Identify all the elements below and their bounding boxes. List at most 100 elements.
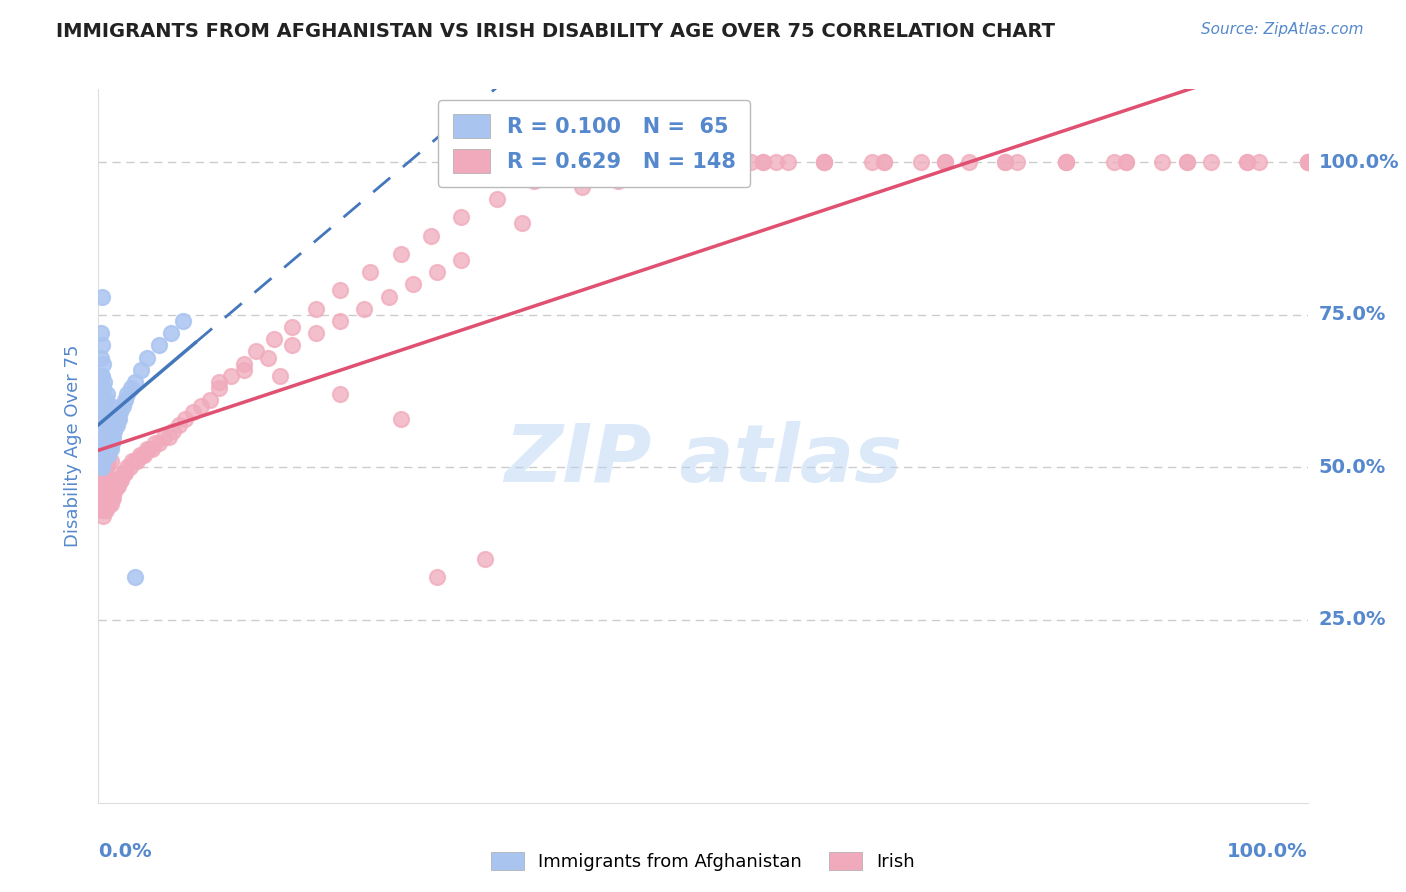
- Point: [420, 228, 443, 243]
- Point: [107, 478, 129, 492]
- Point: [93, 448, 115, 462]
- Point: [704, 155, 727, 169]
- Point: [94, 484, 117, 499]
- Point: [93, 467, 115, 481]
- Text: 100.0%: 100.0%: [1227, 842, 1308, 861]
- Point: [934, 155, 956, 169]
- Point: [90, 387, 112, 401]
- Point: [91, 509, 114, 524]
- Point: [174, 411, 197, 425]
- Point: [135, 442, 157, 456]
- Point: [1236, 155, 1258, 169]
- Point: [96, 478, 118, 492]
- Point: [90, 460, 112, 475]
- Point: [90, 351, 112, 365]
- Point: [1115, 155, 1137, 169]
- Point: [124, 570, 146, 584]
- Point: [124, 454, 146, 468]
- Point: [97, 454, 120, 468]
- Point: [117, 387, 139, 401]
- Point: [873, 155, 896, 169]
- Point: [108, 473, 131, 487]
- Point: [91, 381, 114, 395]
- Point: [1102, 155, 1125, 169]
- Point: [96, 411, 118, 425]
- Point: [90, 424, 112, 438]
- Point: [1054, 155, 1077, 169]
- Text: IMMIGRANTS FROM AFGHANISTAN VS IRISH DISABILITY AGE OVER 75 CORRELATION CHART: IMMIGRANTS FROM AFGHANISTAN VS IRISH DIS…: [56, 22, 1056, 41]
- Point: [100, 436, 122, 450]
- Point: [232, 363, 254, 377]
- Point: [160, 326, 183, 341]
- Point: [112, 467, 135, 481]
- Point: [96, 460, 118, 475]
- Point: [108, 405, 131, 419]
- Point: [450, 252, 472, 267]
- Point: [90, 424, 112, 438]
- Point: [120, 381, 142, 395]
- Point: [111, 400, 134, 414]
- Point: [162, 424, 184, 438]
- Point: [100, 454, 122, 468]
- Point: [668, 155, 690, 169]
- Text: 25.0%: 25.0%: [1319, 610, 1386, 630]
- Point: [103, 424, 125, 438]
- Point: [389, 247, 412, 261]
- Point: [105, 417, 128, 432]
- Point: [91, 484, 114, 499]
- Point: [474, 551, 496, 566]
- Point: [776, 155, 799, 169]
- Point: [131, 448, 153, 462]
- Point: [118, 460, 141, 475]
- Point: [157, 430, 180, 444]
- Point: [101, 430, 124, 444]
- Point: [93, 393, 115, 408]
- Point: [1007, 155, 1029, 169]
- Point: [114, 393, 136, 408]
- Text: 0.0%: 0.0%: [98, 842, 152, 861]
- Point: [1175, 155, 1198, 169]
- Point: [110, 473, 132, 487]
- Point: [100, 442, 122, 456]
- Point: [134, 448, 156, 462]
- Point: [281, 320, 304, 334]
- Point: [94, 430, 117, 444]
- Point: [1249, 155, 1271, 169]
- Point: [1296, 155, 1319, 169]
- Point: [571, 179, 593, 194]
- Point: [100, 497, 122, 511]
- Point: [91, 387, 114, 401]
- Point: [91, 460, 114, 475]
- Point: [121, 454, 143, 468]
- Y-axis label: Disability Age Over 75: Disability Age Over 75: [65, 344, 83, 548]
- Point: [114, 467, 136, 481]
- Point: [450, 211, 472, 225]
- Point: [93, 484, 115, 499]
- Point: [94, 448, 117, 462]
- Point: [91, 289, 114, 303]
- Point: [108, 473, 131, 487]
- Point: [91, 405, 114, 419]
- Point: [957, 155, 980, 169]
- Point: [510, 216, 533, 230]
- Point: [104, 478, 127, 492]
- Point: [91, 424, 114, 438]
- Point: [813, 155, 835, 169]
- Point: [97, 478, 120, 492]
- Point: [89, 430, 111, 444]
- Point: [305, 326, 328, 341]
- Point: [98, 442, 121, 456]
- Point: [181, 405, 204, 419]
- Point: [510, 155, 533, 169]
- Point: [101, 491, 124, 505]
- Point: [129, 363, 152, 377]
- Point: [523, 174, 546, 188]
- Point: [631, 155, 654, 169]
- Point: [124, 375, 146, 389]
- Point: [208, 381, 231, 395]
- Point: [426, 570, 449, 584]
- Point: [221, 368, 243, 383]
- Point: [571, 155, 593, 169]
- Point: [1236, 155, 1258, 169]
- Point: [1054, 155, 1077, 169]
